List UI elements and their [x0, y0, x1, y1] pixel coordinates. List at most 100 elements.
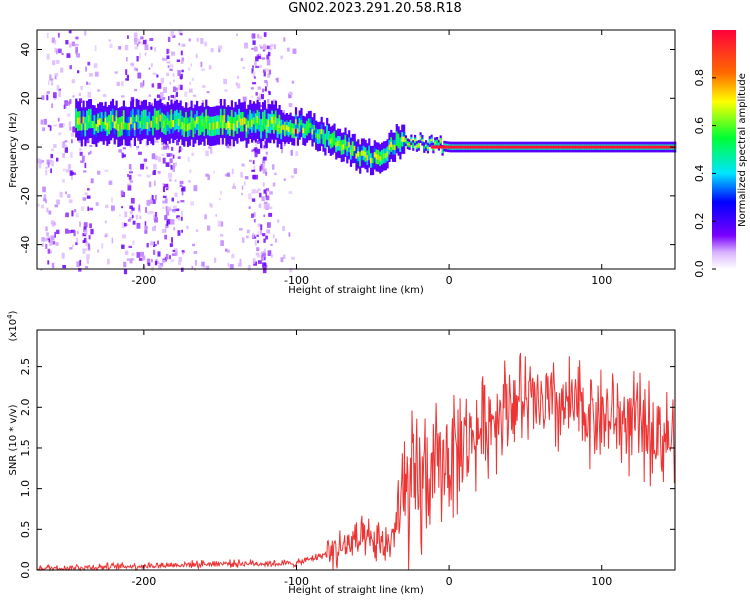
noise-speck	[47, 124, 50, 128]
ridge-core	[122, 116, 125, 124]
noise-speck	[82, 240, 86, 243]
noise-speck	[39, 268, 43, 271]
noise-speck	[180, 200, 185, 203]
ridge-core	[423, 146, 426, 149]
ridge-core	[441, 149, 444, 152]
noise-speck	[147, 211, 150, 215]
noise-speck	[47, 248, 51, 254]
ridge-core	[95, 123, 98, 131]
ridge-core	[159, 114, 162, 122]
noise-speck	[180, 60, 184, 64]
noise-speck	[39, 159, 43, 164]
noise-speck	[189, 169, 192, 174]
ridge-core	[397, 138, 400, 144]
noise-speck	[257, 240, 259, 244]
ridge-core	[381, 154, 384, 160]
noise-speck	[244, 181, 246, 186]
ridge-core	[229, 122, 232, 130]
noise-speck	[260, 230, 263, 235]
noise-speck	[124, 44, 129, 51]
noise-speck	[129, 171, 133, 174]
noise-speck	[241, 185, 244, 190]
noise-speck	[45, 169, 48, 176]
noise-speck	[283, 143, 286, 146]
noise-speck	[260, 163, 264, 169]
ridge-core	[115, 116, 118, 124]
noise-speck	[70, 152, 73, 158]
noise-speck	[151, 83, 155, 88]
noise-speck	[144, 221, 147, 226]
noise-speck	[151, 226, 156, 232]
noise-speck	[157, 240, 159, 245]
noise-speck	[84, 192, 88, 195]
noise-speck	[41, 237, 45, 242]
noise-speck	[195, 229, 199, 232]
noise-speck	[257, 86, 261, 90]
noise-speck	[254, 151, 258, 158]
noise-speck	[124, 250, 129, 255]
noise-speck	[128, 164, 132, 170]
noise-speck	[210, 48, 214, 53]
ridge-core	[203, 122, 206, 130]
noise-speck	[51, 160, 54, 167]
noise-speck	[69, 126, 72, 131]
noise-speck	[150, 241, 155, 246]
noise-speck	[266, 203, 270, 209]
ridge-core	[166, 118, 169, 125]
ridge-core	[258, 118, 261, 126]
ridge-core	[313, 125, 316, 131]
noise-speck	[288, 103, 293, 108]
noise-speck	[267, 51, 271, 57]
noise-speck	[57, 48, 62, 54]
noise-speck	[145, 166, 148, 170]
noise-speck	[130, 198, 135, 204]
noise-speck	[82, 248, 86, 254]
noise-speck	[188, 180, 191, 183]
noise-speck	[165, 162, 170, 167]
ridge-core	[199, 121, 202, 129]
noise-speck	[125, 223, 129, 227]
noise-speck	[164, 228, 167, 233]
noise-speck	[150, 197, 153, 201]
noise-speck	[54, 231, 56, 238]
ridge-core	[384, 153, 387, 159]
noise-speck	[146, 258, 151, 264]
noise-speck	[68, 30, 72, 34]
noise-speck	[205, 173, 209, 177]
ridge-core	[104, 117, 107, 125]
ridge-core	[174, 117, 177, 124]
noise-speck	[155, 194, 157, 201]
noise-speck	[58, 93, 61, 98]
noise-speck	[261, 94, 264, 100]
noise-speck	[262, 163, 266, 169]
noise-speck	[127, 174, 129, 177]
noise-speck	[266, 229, 271, 234]
ridge-core	[192, 124, 195, 131]
noise-speck	[84, 229, 88, 235]
ridge-core	[207, 121, 210, 129]
ridge-core	[324, 138, 327, 144]
ridge-core	[254, 119, 257, 127]
noise-speck	[283, 254, 286, 259]
ridge-core	[247, 120, 250, 128]
noise-speck	[262, 267, 267, 274]
noise-speck	[43, 118, 47, 125]
ridge-core	[82, 116, 85, 124]
noise-speck	[236, 33, 238, 36]
noise-speck	[74, 209, 77, 213]
noise-speck	[45, 244, 48, 249]
noise-speck	[75, 49, 78, 55]
noise-speck	[242, 96, 247, 102]
noise-speck	[251, 213, 254, 218]
noise-speck	[46, 32, 49, 39]
noise-speck	[282, 226, 285, 231]
noise-speck	[162, 157, 166, 164]
noise-speck	[129, 180, 134, 183]
ridge-core	[243, 117, 246, 125]
noise-speck	[231, 253, 235, 259]
noise-speck	[37, 158, 41, 164]
noise-speck	[130, 258, 134, 261]
noise-speck	[280, 257, 284, 263]
noise-speck	[204, 41, 208, 47]
ridge-core	[285, 125, 288, 131]
